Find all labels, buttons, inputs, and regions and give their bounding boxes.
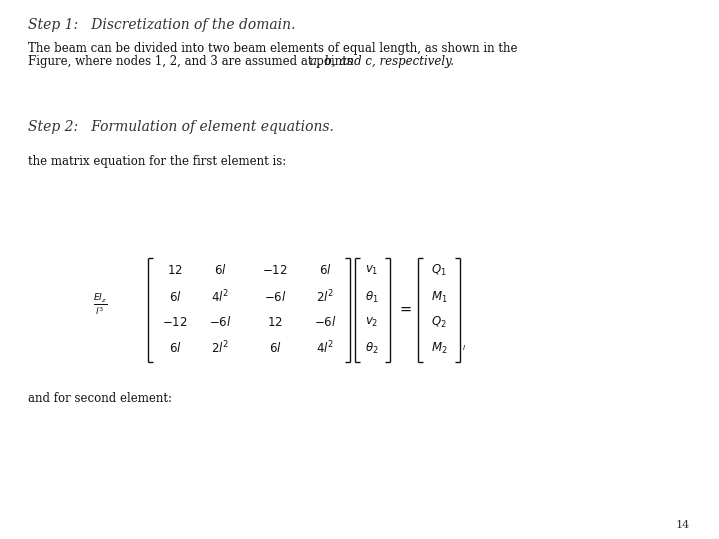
Text: $-6l$: $-6l$ <box>264 290 286 304</box>
Text: the matrix equation for the first element is:: the matrix equation for the first elemen… <box>28 155 286 168</box>
Text: $2l^2$: $2l^2$ <box>211 340 229 356</box>
Text: $6l$: $6l$ <box>214 263 226 277</box>
Text: $_I$: $_I$ <box>462 343 466 353</box>
Text: $12$: $12$ <box>267 315 283 328</box>
Text: $4l^2$: $4l^2$ <box>316 340 334 356</box>
Text: $-6l$: $-6l$ <box>209 315 232 329</box>
Text: $v_1$: $v_1$ <box>365 264 379 277</box>
Text: $6l$: $6l$ <box>169 290 181 304</box>
Text: $\theta_1$: $\theta_1$ <box>365 289 379 305</box>
Text: and for second element:: and for second element: <box>28 392 172 405</box>
Text: Step 1:   Discretization of the domain.: Step 1: Discretization of the domain. <box>28 18 296 32</box>
Text: 14: 14 <box>676 520 690 530</box>
Text: The beam can be divided into two beam elements of equal length, as shown in the: The beam can be divided into two beam el… <box>28 42 518 55</box>
Text: $Q_1$: $Q_1$ <box>431 262 447 278</box>
Text: $-6l$: $-6l$ <box>313 315 336 329</box>
Text: $Q_2$: $Q_2$ <box>431 314 446 329</box>
Text: $6l$: $6l$ <box>169 341 181 355</box>
Text: $-12$: $-12$ <box>162 315 188 328</box>
Text: $M_2$: $M_2$ <box>431 341 447 356</box>
Text: $6l$: $6l$ <box>269 341 281 355</box>
Text: $4l^2$: $4l^2$ <box>211 289 229 305</box>
Text: $M_1$: $M_1$ <box>431 289 447 305</box>
Text: Step 2:   Formulation of element equations.: Step 2: Formulation of element equations… <box>28 120 334 134</box>
Text: Figure, where nodes 1, 2, and 3 are assumed at points: Figure, where nodes 1, 2, and 3 are assu… <box>28 55 357 68</box>
Text: $\theta_2$: $\theta_2$ <box>365 341 379 356</box>
Text: $6l$: $6l$ <box>319 263 331 277</box>
Text: $=$: $=$ <box>398 302 413 316</box>
Text: $\frac{EI_z}{l^3}$: $\frac{EI_z}{l^3}$ <box>93 293 107 317</box>
Text: $12$: $12$ <box>167 264 183 277</box>
Text: $2l^2$: $2l^2$ <box>316 289 334 305</box>
Text: $v_2$: $v_2$ <box>365 315 379 329</box>
Text: $-12$: $-12$ <box>262 264 288 277</box>
Text: a, b, and c, respectively.: a, b, and c, respectively. <box>310 55 454 68</box>
